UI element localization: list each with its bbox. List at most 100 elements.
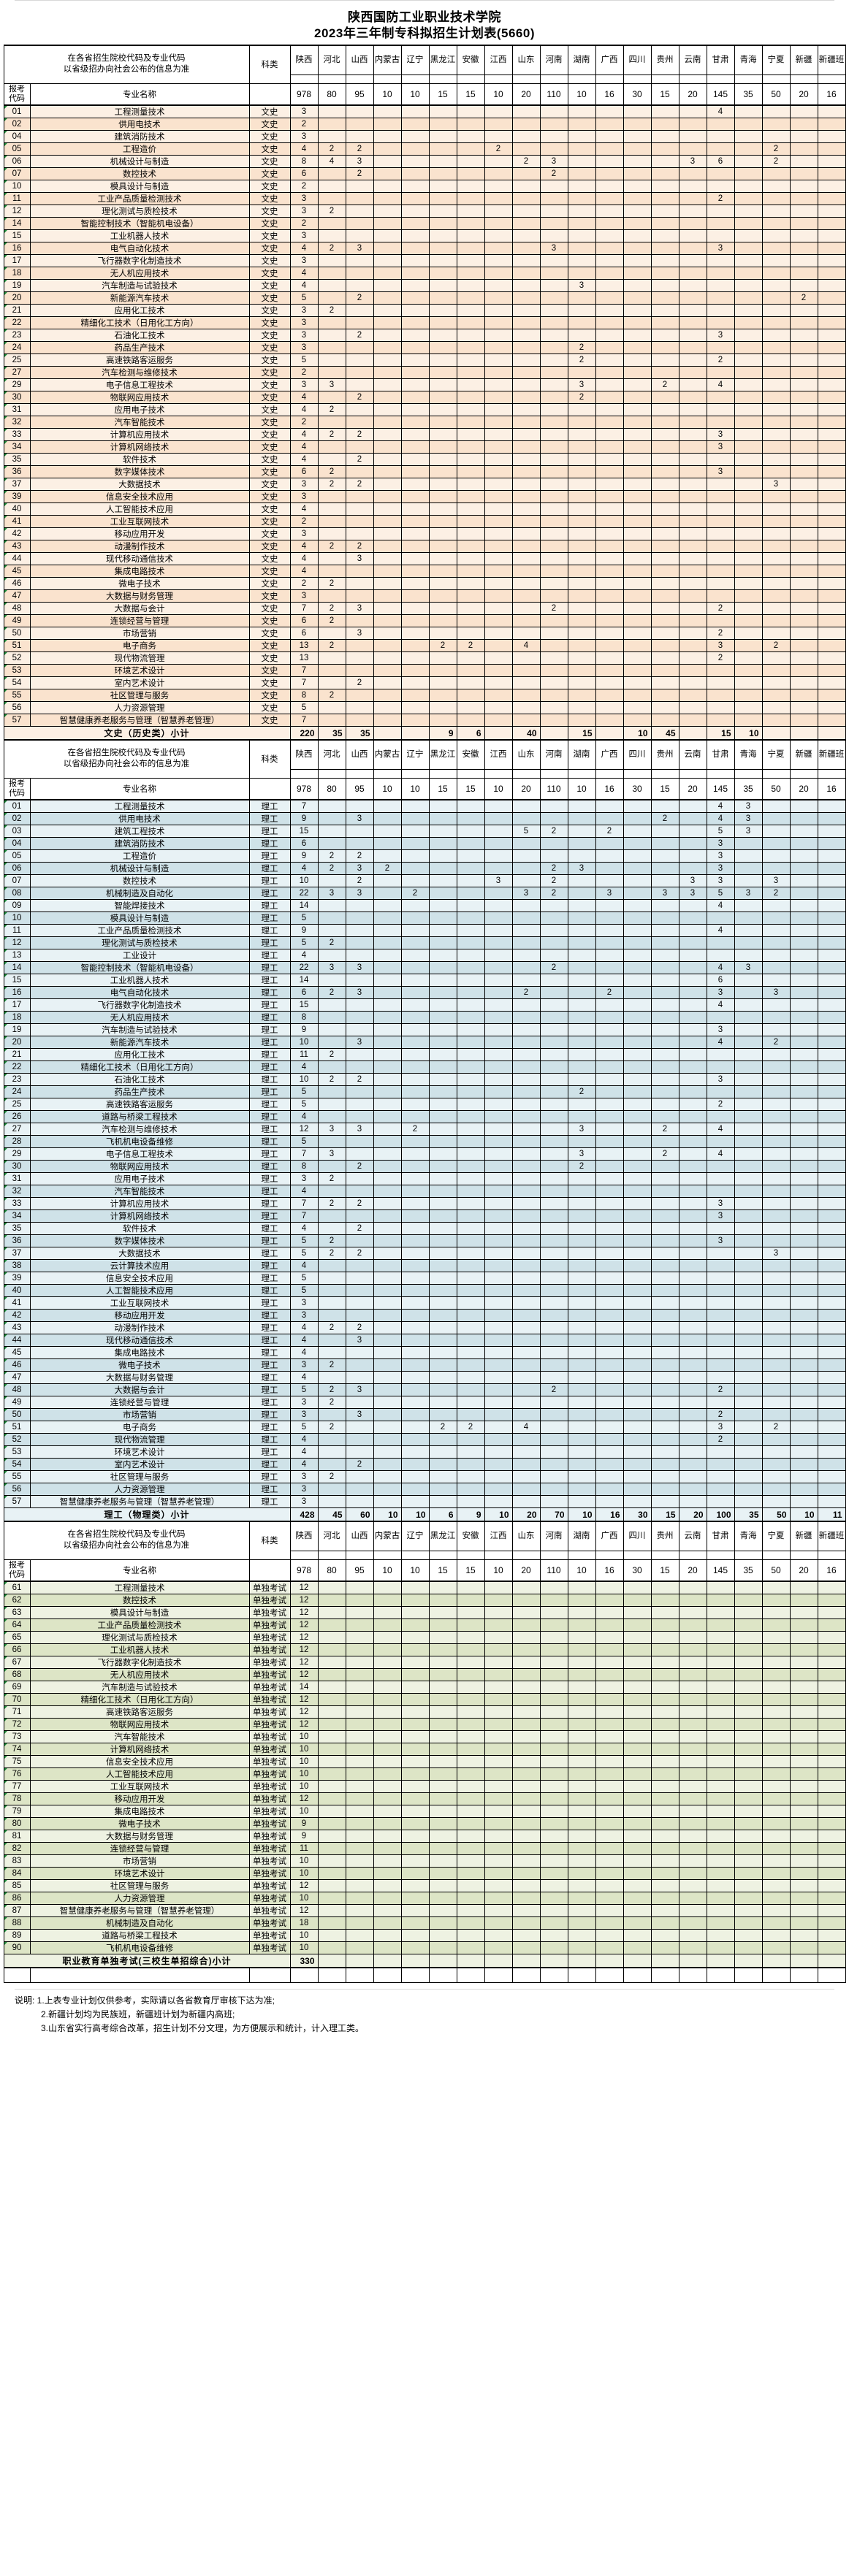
cell-quota: [539, 391, 568, 404]
cell-quota: 15: [289, 998, 319, 1012]
cell-quota: [650, 205, 679, 218]
cell-quota: [623, 799, 652, 813]
cell-quota: [345, 837, 374, 850]
cell-quota: [484, 366, 513, 379]
cell-quota: [511, 1755, 541, 1768]
subtotal-value: 40: [511, 726, 541, 741]
table-row: 67 飞行器数字化制造技术 单独考试 12: [3, 1656, 846, 1669]
cell-major-name: 智能焊接技术: [29, 899, 250, 912]
cell-kelei: 理工: [248, 812, 291, 825]
cell-quota: [595, 1643, 624, 1656]
cell-quota: [484, 1916, 513, 1930]
cell-quota: 3: [317, 1123, 346, 1136]
table-row: 29 电子信息工程技术 文史 3 3 3 2 4: [3, 378, 846, 391]
cell-quota: [678, 1222, 707, 1235]
cell-quota: [456, 1705, 485, 1719]
cell-quota: [650, 1929, 679, 1942]
cell-quota: [678, 986, 707, 999]
cell-quota: 2: [317, 1197, 346, 1210]
cell-quota: [567, 130, 596, 143]
cell-quota: [456, 614, 485, 627]
cell-quota: [373, 366, 402, 379]
cell-quota: [678, 1346, 707, 1359]
cell-quota: 6: [706, 974, 735, 987]
cell-quota: [373, 391, 402, 404]
cell-quota: [761, 1904, 791, 1917]
cell-quota: [456, 799, 485, 813]
cell-quota: 3: [484, 874, 513, 887]
cell-quota: [650, 1495, 679, 1508]
cell-quota: [734, 1830, 763, 1843]
cell-quota: [817, 1755, 846, 1768]
cell-quota: [539, 1346, 568, 1359]
cell-quota: [678, 1433, 707, 1446]
cell-quota: [817, 1185, 846, 1198]
cell-quota: [595, 279, 624, 292]
cell-exam-code: 79: [3, 1805, 31, 1818]
cell-quota: [789, 155, 818, 168]
cell-quota: [595, 639, 624, 652]
cell-quota: [317, 1767, 346, 1781]
cell-quota: [789, 205, 818, 218]
cell-exam-code: 35: [3, 1222, 31, 1235]
cell-exam-code: 57: [3, 714, 31, 727]
cell-quota: [373, 1631, 402, 1644]
cell-quota: [817, 502, 846, 516]
cell-quota: [400, 366, 430, 379]
cell-quota: [650, 515, 679, 528]
cell-quota: 3: [289, 1172, 319, 1185]
cell-quota: [650, 614, 679, 627]
cell-quota: [789, 540, 818, 553]
cell-quota: [373, 986, 402, 999]
cell-quota: 6: [706, 155, 735, 168]
column-header-province-spacer: [817, 74, 846, 84]
cell-quota: [650, 1309, 679, 1322]
cell-quota: [706, 1879, 735, 1892]
cell-quota: [734, 1234, 763, 1247]
cell-quota: [317, 502, 346, 516]
cell-quota: [373, 1073, 402, 1086]
cell-quota: [789, 825, 818, 838]
cell-quota: [734, 1048, 763, 1061]
cell-major-name: 汽车检测与维修技术: [29, 366, 250, 379]
cell-exam-code: 07: [3, 167, 31, 180]
cell-quota: [400, 1817, 430, 1830]
cell-quota: 4: [289, 1458, 319, 1471]
cell-quota: [539, 1929, 568, 1942]
cell-quota: [400, 1458, 430, 1471]
cell-major-name: 工业互联网技术: [29, 1296, 250, 1310]
cell-major-name: 无人机应用技术: [29, 1011, 250, 1024]
cell-quota: [623, 1668, 652, 1681]
cell-quota: [623, 1185, 652, 1198]
table-row: 21 应用化工技术 理工 11 2: [3, 1048, 846, 1061]
cell-quota: [511, 1842, 541, 1855]
cell-quota: [789, 1904, 818, 1917]
cell-quota: [456, 192, 485, 205]
cell-quota: [484, 353, 513, 367]
cell-quota: [761, 1433, 791, 1446]
cell-quota: [734, 701, 763, 714]
subtotal-value: 20: [511, 1507, 541, 1522]
cell-quota: [539, 1581, 568, 1594]
cell-quota: [595, 1185, 624, 1198]
cell-quota: [761, 1085, 791, 1098]
cell-quota: [678, 1470, 707, 1483]
cell-quota: [373, 651, 402, 665]
cell-kelei: 文史: [248, 540, 291, 553]
cell-quota: [428, 242, 457, 255]
cell-quota: [817, 304, 846, 317]
cell-quota: [373, 1247, 402, 1260]
cell-quota: [817, 1433, 846, 1446]
column-total: 10: [400, 1559, 430, 1582]
cell-quota: [484, 1842, 513, 1855]
cell-exam-code: 15: [3, 974, 31, 987]
cell-quota: [373, 192, 402, 205]
cell-quota: [761, 291, 791, 305]
cell-kelei: 单独考试: [248, 1718, 291, 1731]
cell-quota: [456, 1048, 485, 1061]
cell-quota: [706, 949, 735, 962]
cell-quota: [345, 998, 374, 1012]
cell-kelei: 文史: [248, 651, 291, 665]
cell-quota: [789, 1941, 818, 1954]
cell-quota: 2: [345, 428, 374, 441]
